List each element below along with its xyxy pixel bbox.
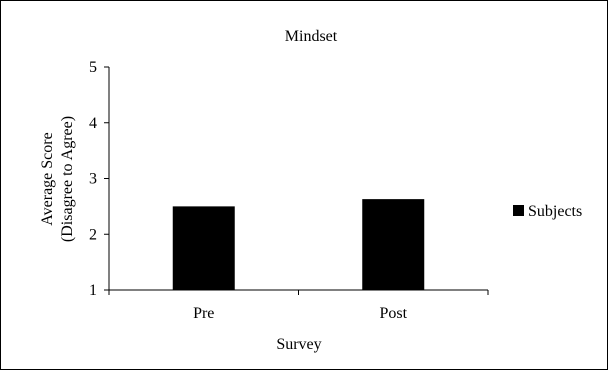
y-axis-title-line1: Average Score: [39, 132, 56, 225]
plot-area: 1 2 3 4 5 Pre Post: [89, 59, 489, 322]
x-axis-title: Survey: [276, 336, 321, 353]
legend-label-subjects: Subjects: [528, 203, 582, 220]
bar-pre: [172, 206, 235, 290]
bar-post: [362, 199, 425, 290]
y-tick-label: 2: [89, 226, 97, 243]
chart-title: Mindset: [285, 28, 338, 45]
y-axis-title-line2: (Disagree to Agree): [59, 116, 76, 242]
y-axis-title: Average Score (Disagree to Agree): [39, 116, 76, 242]
y-tick-label: 4: [89, 115, 97, 132]
x-tick-label: Pre: [193, 305, 214, 322]
legend-swatch-subjects: [513, 205, 524, 216]
y-tick-label: 5: [89, 59, 97, 76]
y-tick-label: 3: [89, 171, 97, 188]
y-tick-label: 1: [89, 282, 97, 299]
x-tick-label: Post: [379, 305, 407, 322]
legend: Subjects: [513, 203, 582, 220]
